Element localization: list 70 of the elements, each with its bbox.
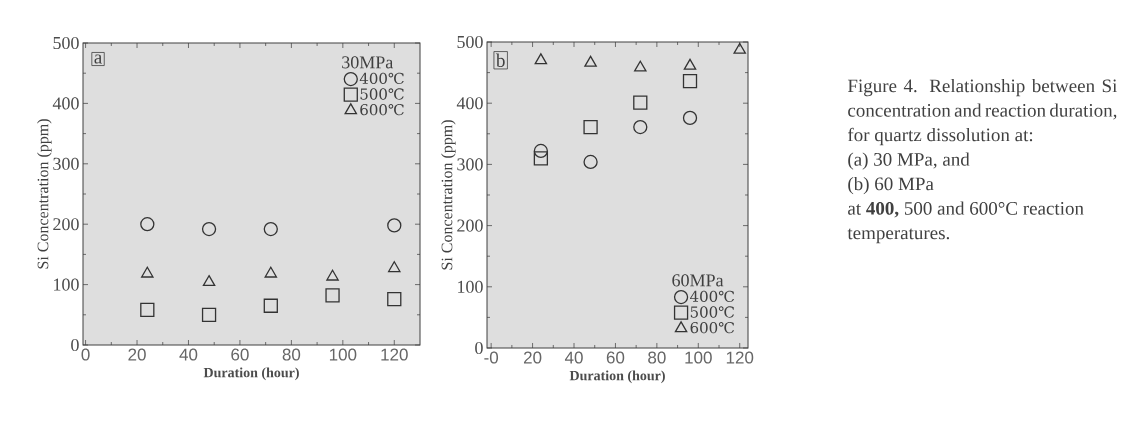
x-tick-label: 40	[179, 348, 198, 361]
y-tick-label: 300	[53, 157, 79, 170]
point	[201, 221, 217, 237]
point	[264, 266, 278, 278]
y-tick-label: 200	[53, 218, 79, 231]
y-tick-label: 100	[458, 280, 483, 293]
point	[325, 288, 340, 303]
y-tick-label: 100	[54, 278, 79, 291]
x-axis-title: Duration (hour)	[203, 367, 299, 381]
legend-label: 600℃	[360, 103, 404, 116]
point	[634, 60, 647, 72]
point	[682, 74, 698, 89]
y-tick-label: 300	[457, 158, 483, 171]
point	[202, 275, 216, 287]
x-tick-label: 40	[564, 351, 583, 364]
caption: Figure 4. Relationship between Si concentration and reaction duration, for quartz dissolution at:	[847, 78, 1118, 146]
point	[263, 221, 278, 237]
legend-label: 400℃	[359, 72, 404, 85]
legend-label: 500℃	[690, 306, 735, 318]
point	[140, 217, 155, 232]
y-tick-label: 500	[53, 36, 79, 50]
point	[733, 42, 746, 54]
y-tick-label: 500	[457, 35, 483, 49]
y-tick-label: 400	[456, 97, 483, 110]
point	[533, 151, 549, 166]
x-tick-label: 100	[685, 351, 712, 364]
y-axis-title: Si Concentration (ppm)	[37, 119, 52, 269]
text: at 400, 500 and 600°C reaction temperatures.	[847, 201, 1084, 244]
y-tick-label: 200	[457, 219, 483, 232]
x-tick-label: 80	[648, 351, 666, 364]
x-tick-label: 120	[381, 348, 408, 361]
point	[584, 55, 597, 67]
point	[141, 266, 154, 278]
x-tick-label: 100	[329, 348, 357, 361]
legend-label: 400℃	[690, 290, 735, 303]
point	[583, 154, 598, 170]
x-tick-label: 0	[81, 348, 90, 361]
x-axis-title: Duration (hour)	[569, 370, 665, 384]
point	[387, 218, 402, 233]
point	[683, 58, 697, 70]
point	[140, 302, 155, 318]
point	[533, 143, 549, 159]
x-tick-label: 20	[128, 348, 146, 361]
point	[201, 307, 217, 322]
point	[633, 119, 648, 135]
point	[633, 95, 648, 110]
text: (a) 30 MPa, and	[848, 152, 970, 170]
x-tick-label: 60	[606, 351, 625, 364]
annotation: a	[94, 54, 102, 64]
legend-label: 600℃	[690, 321, 735, 334]
point	[388, 261, 401, 273]
point	[263, 298, 278, 313]
y-tick-label: 400	[52, 97, 79, 110]
point	[326, 269, 339, 281]
y-tick-label: 0	[71, 338, 79, 352]
legend-title: 30MPa	[342, 56, 394, 69]
y-axis-title: Si Concentration (ppm)	[441, 120, 456, 270]
annotation: b	[495, 53, 505, 67]
x-tick-label: 60	[231, 348, 249, 361]
point	[583, 119, 598, 135]
text: (b) 60 MPa	[848, 176, 934, 195]
x-tick-label: 120	[726, 351, 754, 364]
legend-title: 60MPa	[672, 274, 724, 287]
x-tick-label: 20	[523, 351, 542, 364]
point	[682, 110, 698, 126]
x-tick-label: 80	[282, 348, 301, 361]
point	[534, 53, 548, 65]
legend-label: 500℃	[360, 88, 404, 100]
x-tick-label: -0	[484, 351, 499, 364]
point	[387, 291, 402, 307]
